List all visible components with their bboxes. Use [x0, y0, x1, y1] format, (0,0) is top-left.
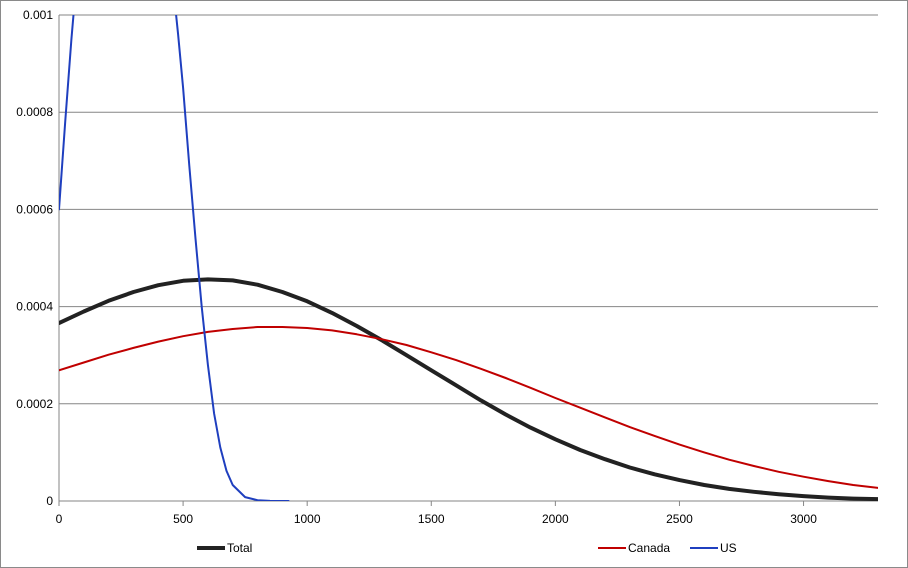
x-tick-label: 2500 [666, 512, 693, 526]
x-tick-label: 0 [56, 512, 63, 526]
series-line-canada [59, 326, 878, 489]
y-tick-label: 0 [46, 494, 53, 508]
y-tick-label: 0.001 [23, 8, 53, 22]
x-tick-label: 3000 [790, 512, 817, 526]
legend-label-canada: Canada [628, 541, 670, 555]
y-tick-label: 0.0008 [16, 105, 53, 119]
legend-label-total: Total [227, 541, 252, 555]
x-tick-label: 500 [173, 512, 193, 526]
x-tick-label: 2000 [542, 512, 569, 526]
y-tick-label: 0.0006 [16, 202, 53, 216]
legend-label-us: US [720, 541, 737, 555]
y-tick-label: 0.0004 [16, 300, 53, 314]
x-tick-label: 1500 [418, 512, 445, 526]
series-line-us [59, 15, 290, 501]
y-tick-label: 0.0002 [16, 397, 53, 411]
series-line-total [59, 277, 878, 501]
x-tick-label: 1000 [294, 512, 321, 526]
